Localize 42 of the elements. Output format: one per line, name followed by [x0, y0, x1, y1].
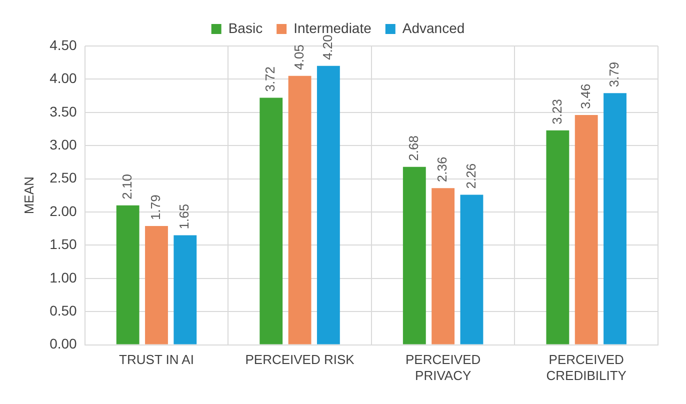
- bar: [546, 130, 570, 344]
- x-tick-label: PERCEIVED PRIVACY: [406, 352, 481, 383]
- y-tick-label: 1.50: [50, 236, 78, 252]
- text: 2.68: [406, 136, 421, 161]
- text: 4.05: [291, 44, 306, 70]
- y-tick-label: 2.50: [50, 170, 78, 186]
- y-tick-label: 4.50: [50, 36, 78, 53]
- y-tick-label: 1.00: [50, 269, 78, 286]
- bar: [460, 194, 484, 344]
- y-tick-label: 4.00: [50, 70, 78, 86]
- legend-label: Advanced: [402, 20, 465, 36]
- text: 3.72: [262, 66, 278, 92]
- y-tick-label: 0.00: [50, 336, 78, 352]
- legend-label: Intermediate: [294, 20, 372, 36]
- text: 2.10: [119, 174, 134, 200]
- y-tick-label: 3.00: [50, 136, 78, 152]
- text: 3.79: [606, 62, 622, 88]
- y-axis-title: MEAN: [21, 176, 36, 214]
- text: 1.65: [176, 204, 192, 230]
- bar: [145, 226, 168, 344]
- bar: [288, 76, 312, 344]
- x-tick-label: PERCEIVED CREDIBILITY: [546, 352, 627, 383]
- y-tick-label: 0.50: [50, 302, 78, 318]
- text: 3.46: [578, 84, 593, 110]
- text: 4.20: [320, 34, 336, 60]
- bar: [574, 115, 598, 344]
- bar: [604, 93, 626, 344]
- x-tick-label: TRUST IN AI: [119, 352, 194, 368]
- legend-label: Basic: [228, 20, 263, 36]
- text: 1.79: [148, 194, 164, 220]
- x-tick-label: PERCEIVED RISK: [245, 352, 355, 368]
- bar: [432, 188, 455, 344]
- bar: [260, 98, 283, 344]
- bar: [316, 66, 340, 344]
- text: 2.26: [463, 163, 478, 189]
- text: 3.23: [549, 99, 564, 124]
- bar: [116, 205, 140, 344]
- bar: [174, 235, 197, 344]
- y-tick-label: 2.00: [50, 202, 78, 219]
- bar: [402, 166, 426, 344]
- text: 2.36: [434, 156, 450, 182]
- y-tick-label: 3.50: [50, 103, 78, 120]
